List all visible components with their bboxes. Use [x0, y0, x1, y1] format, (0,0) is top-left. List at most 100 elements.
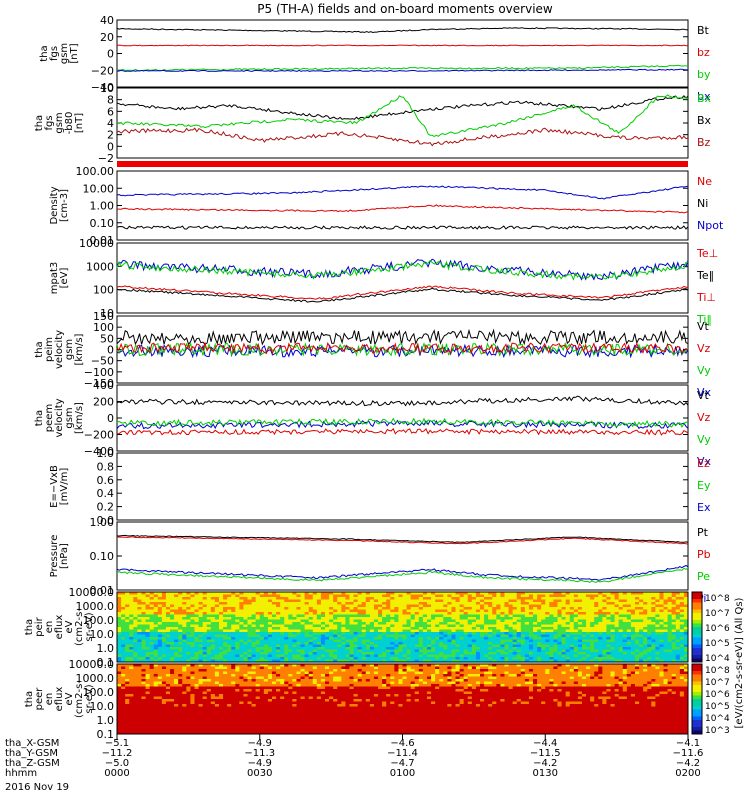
spectrogram-cell [268, 655, 272, 658]
spectrogram-cell [374, 657, 378, 660]
spectrogram-cell [606, 622, 610, 625]
spectrogram-cell [411, 672, 415, 675]
spectrogram-cell [296, 635, 300, 638]
spectrogram-cell [354, 650, 358, 653]
spectrogram-cell [611, 617, 615, 620]
spectrogram-cell [415, 622, 419, 625]
spectrogram-cell [476, 642, 480, 645]
spectrogram-cell [219, 672, 223, 675]
spectrogram-cell [158, 632, 162, 635]
spectrogram-cell [460, 610, 464, 613]
spectrogram-cell [627, 622, 631, 625]
spectrogram-cell [166, 620, 170, 623]
spectrogram-cell [235, 610, 239, 613]
spectrogram-cell [390, 602, 394, 605]
spectrogram-cell [280, 600, 284, 603]
spectrogram-cell [301, 597, 305, 600]
spectrogram-cell [443, 615, 447, 618]
spectrogram-cell [390, 605, 394, 608]
spectrogram-cell [500, 669, 504, 672]
spectrogram-cell [386, 595, 390, 598]
spectrogram-cell [619, 597, 623, 600]
spectrogram-cell [325, 642, 329, 645]
spectrogram-cell [121, 652, 125, 655]
spectrogram-cell [676, 655, 680, 658]
spectrogram-cell [325, 669, 329, 672]
spectrogram-cell [288, 667, 292, 670]
spectrogram-cell [248, 645, 252, 648]
spectrogram-cell [296, 677, 300, 680]
spectrogram-cell [680, 622, 684, 625]
spectrogram-cell [146, 674, 150, 677]
spectrogram-cell [664, 635, 668, 638]
spectrogram-cell [296, 645, 300, 648]
spectrogram-cell [627, 605, 631, 608]
spectrogram-cell [521, 622, 525, 625]
spectrogram-cell [329, 652, 333, 655]
spectrogram-cell [121, 642, 125, 645]
spectrogram-cell [264, 657, 268, 660]
spectrogram-cell [517, 645, 521, 648]
spectrogram-cell [566, 637, 570, 640]
spectrogram-cell [521, 650, 525, 653]
spectrogram-cell [227, 642, 231, 645]
spectrogram-cell [590, 630, 594, 633]
spectrogram-cell [186, 637, 190, 640]
spectrogram-cell [488, 602, 492, 605]
spectrogram-cell [443, 667, 447, 670]
spectrogram-cell [623, 627, 627, 630]
spectrogram-cell [407, 597, 411, 600]
spectrogram-cell [227, 674, 231, 677]
spectrogram-cell [129, 645, 133, 648]
spectrogram-cell [362, 650, 366, 653]
spectrogram-cell [680, 667, 684, 670]
spectrogram-cell [407, 650, 411, 653]
spectrogram-cell [129, 627, 133, 630]
spectrogram-cell [537, 672, 541, 675]
legend-entry: Pt [697, 526, 709, 539]
spectrogram-cell [227, 630, 231, 633]
spectrogram-cell [211, 655, 215, 658]
spectrogram-cell [276, 669, 280, 672]
spectrogram-cell [537, 630, 541, 633]
spectrogram-cell [268, 617, 272, 620]
spectrogram-cell [186, 612, 190, 615]
spectrogram-cell [313, 607, 317, 610]
spectrogram-cell [121, 667, 125, 670]
spectrogram-cell [203, 625, 207, 628]
spectrogram-cell [288, 622, 292, 625]
spectrogram-cell [288, 595, 292, 598]
spectrogram-cell [643, 615, 647, 618]
y-axis-label: thafgsgsm-b80[nT] [34, 112, 85, 135]
spectrogram-cell [268, 610, 272, 613]
spectrogram-cell [288, 630, 292, 633]
spectrogram-cell [321, 600, 325, 603]
spectrogram-cell [668, 622, 672, 625]
spectrogram-cell [517, 672, 521, 675]
spectrogram-cell [317, 610, 321, 613]
spectrogram-cell [439, 669, 443, 672]
spectrogram-cell [435, 595, 439, 598]
spectrogram-cell [309, 637, 313, 640]
spectrogram-cell [284, 625, 288, 628]
spectrogram-cell [154, 635, 158, 638]
spectrogram-cell [268, 597, 272, 600]
spectrogram-cell [664, 622, 668, 625]
spectrogram-cell [476, 667, 480, 670]
spectrogram-cell [537, 615, 541, 618]
spectrogram-cell [574, 674, 578, 677]
spectrogram-cell [533, 610, 537, 613]
spectrogram-cell [566, 620, 570, 623]
spectrogram-cell [525, 630, 529, 633]
spectrogram-cell [231, 632, 235, 635]
spectrogram-cell [480, 612, 484, 615]
spectrogram-cell [158, 655, 162, 658]
spectrogram-cell [199, 620, 203, 623]
spectrogram-cell [296, 602, 300, 605]
spectrogram-cell [509, 595, 513, 598]
spectrogram-cell [431, 630, 435, 633]
spectrogram-cell [578, 645, 582, 648]
spectrogram-cell [252, 677, 256, 680]
spectrogram-cell [668, 647, 672, 650]
spectrogram-cell [349, 612, 353, 615]
